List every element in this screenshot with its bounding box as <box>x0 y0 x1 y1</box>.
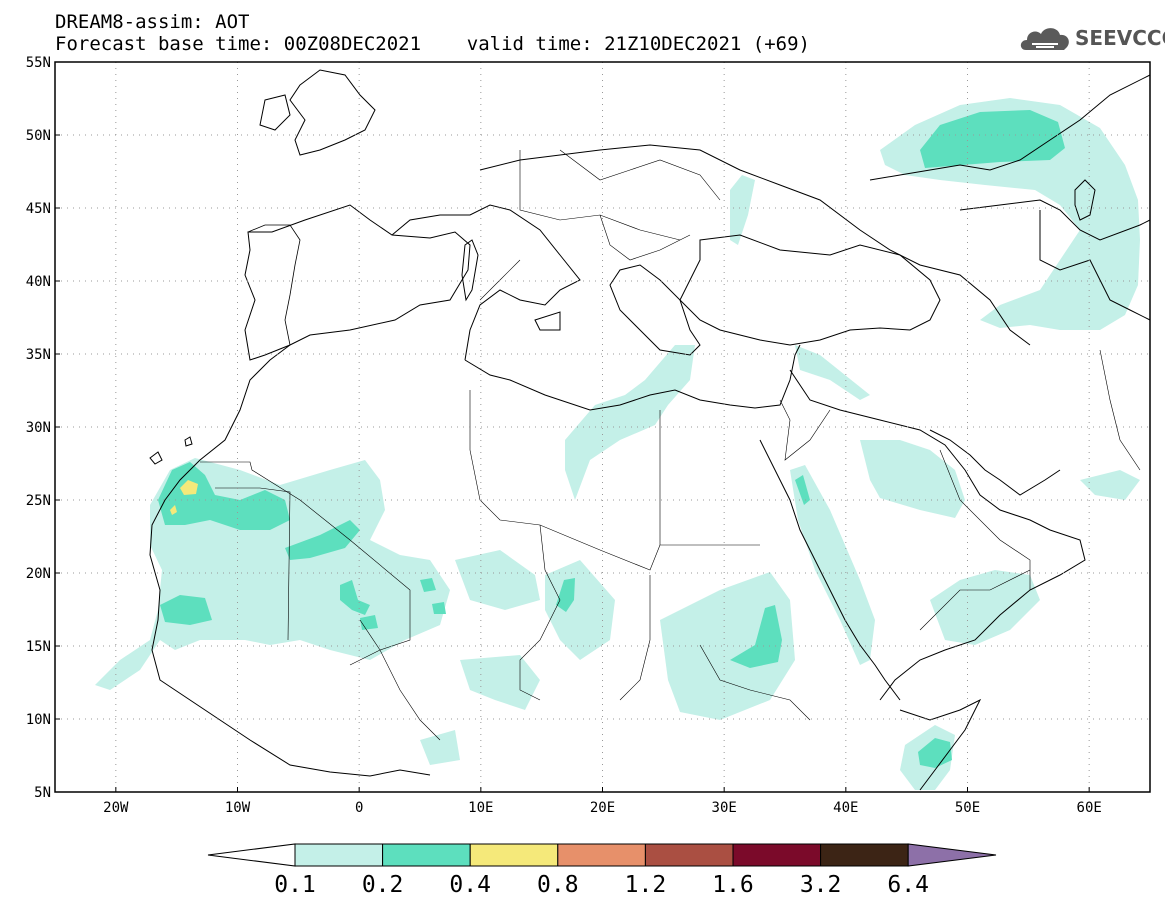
colorbar-swatch <box>820 843 909 867</box>
latitude-tick-label: 20N <box>26 566 51 582</box>
logo-text: SEEVCCC <box>1075 26 1165 50</box>
colorbar-label: 0.1 <box>274 872 316 898</box>
colorbar-label: 1.6 <box>712 872 754 898</box>
longitude-tick-label: 30E <box>712 800 737 816</box>
longitude-tick-label: 0 <box>355 800 363 816</box>
aot-level-0-4 <box>170 480 198 515</box>
latitude-tick-label: 15N <box>26 639 51 655</box>
colorbar-label: 3.2 <box>800 872 842 898</box>
colorbar-swatch <box>732 843 822 867</box>
latitude-tick-label: 50N <box>26 128 51 144</box>
longitude-tick-label: 40E <box>833 800 858 816</box>
colorbar-swatch <box>294 843 384 867</box>
latitude-labels: 55N 50N 45N 40N 35N 30N 25N 20N 15N 10N 5N <box>26 55 60 801</box>
longitude-tick-label: 60E <box>1077 800 1102 816</box>
longitude-tick-label: 20W <box>103 800 129 816</box>
colorbar-label: 0.2 <box>362 872 404 898</box>
map-title: DREAM8-assim: AOT <box>55 11 250 33</box>
latitude-tick-label: 40N <box>26 274 51 290</box>
latitude-tick-label: 35N <box>26 347 51 363</box>
cloud-icon <box>1020 28 1069 50</box>
seevccc-logo: SEEVCCC <box>1018 22 1165 56</box>
aot-level-0-2 <box>158 110 1065 768</box>
longitude-tick-label: 20E <box>590 800 615 816</box>
colorbar-swatch <box>557 843 646 867</box>
latitude-tick-label: 30N <box>26 420 51 436</box>
graticule <box>55 62 1150 792</box>
latitude-tick-label: 45N <box>26 201 51 217</box>
longitude-tick-label: 10W <box>225 800 251 816</box>
longitude-labels: 20W 10W 0 10E 20E 30E 40E 50E 60E <box>103 787 1102 816</box>
longitude-tick-label: 10E <box>468 800 493 816</box>
colorbar-label: 0.8 <box>537 872 579 898</box>
colorbar: 0.1 0.2 0.4 0.8 1.2 1.6 3.2 6.4 <box>207 843 997 898</box>
latitude-tick-label: 5N <box>34 785 51 801</box>
colorbar-swatch <box>469 843 559 867</box>
colorbar-min-arrow <box>207 843 296 867</box>
aot-fields <box>95 98 1140 790</box>
colorbar-swatch <box>644 843 734 867</box>
colorbar-swatch <box>382 843 471 867</box>
longitude-tick-label: 50E <box>955 800 980 816</box>
colorbar-max-arrow <box>907 843 997 867</box>
forecast-time-info: Forecast base time: 00Z08DEC2021 valid t… <box>55 33 810 55</box>
colorbar-label: 0.4 <box>449 872 491 898</box>
colorbar-label: 6.4 <box>887 872 929 898</box>
latitude-tick-label: 10N <box>26 712 51 728</box>
colorbar-label: 1.2 <box>625 872 667 898</box>
latitude-tick-label: 55N <box>26 55 51 71</box>
latitude-tick-label: 25N <box>26 493 51 509</box>
